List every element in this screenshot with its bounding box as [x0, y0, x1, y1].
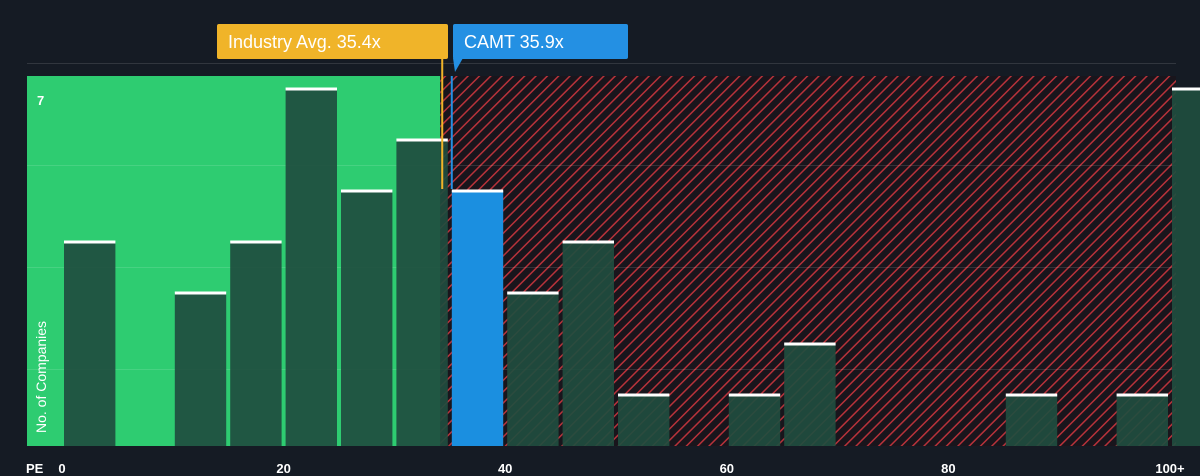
histogram-bar: [64, 242, 116, 446]
bar-top-marker: [451, 189, 504, 193]
x-tick-labels: 0 20 40 60 80 100+: [58, 461, 1185, 476]
bar-top-marker: [562, 240, 614, 244]
industry-avg-callout-box: [217, 24, 448, 59]
bar-top-marker: [1172, 87, 1200, 91]
x-tick-label: 20: [276, 461, 290, 476]
reference-lines: [441, 58, 453, 189]
y-tick-label: 7: [37, 93, 44, 108]
x-axis-title: PE: [26, 461, 44, 476]
histogram-bar: [1172, 89, 1200, 446]
bar-top-marker: [1005, 393, 1058, 397]
company-callout-box: [453, 24, 628, 59]
industry-avg-label: Industry Avg. 35.4x: [228, 32, 381, 52]
histogram-bar: [618, 395, 670, 446]
bar-top-marker: [341, 189, 393, 193]
y-axis-title: No. of Companies: [33, 321, 49, 433]
company-callout-pointer: [453, 58, 463, 72]
x-tick-label: 100+: [1155, 461, 1185, 476]
company-callout: CAMT 35.9x: [453, 24, 628, 72]
bar-top-marker: [285, 87, 337, 91]
bar-top-marker: [784, 342, 836, 346]
bar-top-marker: [618, 393, 670, 397]
histogram-bars: [64, 87, 1200, 446]
x-tick-label: 0: [58, 461, 65, 476]
histogram-bar: [230, 242, 282, 446]
histogram-bar: [341, 191, 393, 446]
histogram-bar: [285, 89, 337, 446]
bar-top-marker: [174, 291, 227, 295]
x-tick-label: 60: [720, 461, 734, 476]
bar-top-marker: [64, 240, 116, 244]
histogram-bar: [396, 140, 448, 446]
histogram-bar: [784, 344, 836, 446]
bar-top-marker: [396, 138, 448, 142]
x-tick-label: 40: [498, 461, 512, 476]
industry-avg-callout: Industry Avg. 35.4x: [217, 24, 448, 59]
histogram-bar: [562, 242, 614, 446]
histogram-bar: [1005, 395, 1058, 446]
histogram-bar: [1116, 395, 1168, 446]
histogram-bar: [728, 395, 781, 446]
bar-top-marker: [507, 291, 559, 295]
bar-top-marker: [1116, 393, 1168, 397]
company-bar: [451, 191, 504, 446]
histogram-bar: [507, 293, 559, 446]
x-tick-label: 80: [941, 461, 955, 476]
bar-top-marker: [728, 393, 781, 397]
company-pe-label: CAMT 35.9x: [464, 32, 564, 52]
histogram-bar: [174, 293, 227, 446]
bar-top-marker: [230, 240, 282, 244]
